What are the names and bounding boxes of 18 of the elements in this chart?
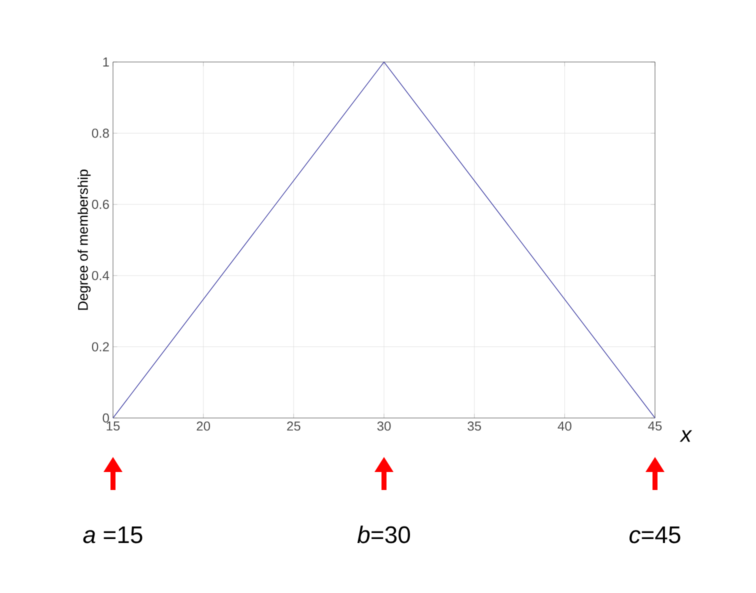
text: b=30	[357, 526, 410, 544]
y-axis-title: Degree of membership	[78, 170, 91, 310]
y-tick-label: 0	[102, 413, 109, 423]
x-axis-title: x	[680, 430, 692, 442]
x-tick-label: 15	[106, 422, 120, 431]
x-tick-label: 30	[377, 422, 391, 431]
y-tick-label: 0.4	[92, 271, 110, 280]
y-tick-label: 0.8	[92, 128, 109, 138]
x-tick-label: 25	[287, 422, 300, 431]
y-tick-label: 0.6	[92, 200, 109, 209]
y-tick-label: 1	[103, 58, 109, 66]
x-tick-label: 40	[558, 422, 572, 431]
x-tick-label: 35	[468, 422, 481, 431]
y-tick-label: 0.2	[92, 342, 109, 352]
x-tick-label: 20	[196, 422, 210, 431]
text: a =15	[83, 526, 142, 544]
x-tick-label: 45	[648, 422, 662, 431]
text: c=45	[630, 526, 680, 544]
